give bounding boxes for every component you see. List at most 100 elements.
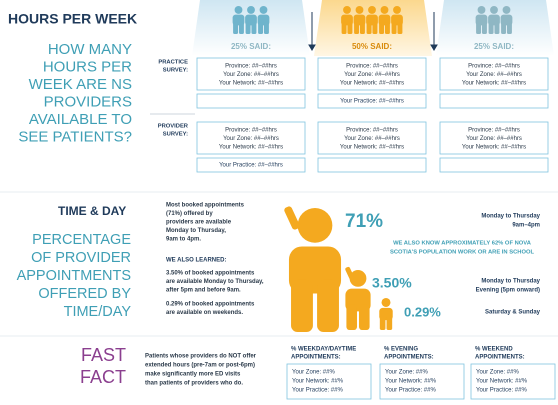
box-line: Your Network: ##% <box>476 379 528 385</box>
survey-line: Your Zone: ##–##hrs <box>344 136 400 142</box>
box-line: Your Practice: ##% <box>476 388 527 394</box>
section-question: AVAILABLE TO <box>29 111 132 128</box>
person-icon-head <box>368 6 376 14</box>
stat-label: Evening (5pm onward) <box>476 288 540 294</box>
survey-line: Your Network: ##–##hrs <box>340 81 404 87</box>
body-text: 3.50% of booked appointments <box>166 271 255 277</box>
section-question: HOW MANY <box>48 41 132 58</box>
box-title: APPOINTMENTS: <box>384 355 434 361</box>
body-text: 9am to 4pm. <box>166 237 201 243</box>
person-icon-leg <box>476 22 481 34</box>
person-icon-leg <box>385 22 390 34</box>
section-question: PROVIDERS <box>44 93 132 110</box>
person-icon-head <box>478 6 486 14</box>
arrow-head <box>309 45 315 50</box>
stat-value: 71% <box>345 211 383 232</box>
person-icon-head <box>382 298 391 307</box>
body-text: providers are available <box>166 220 232 226</box>
person-icon-leg <box>392 22 397 34</box>
survey-line: Your Zone: ##–##hrs <box>466 72 522 78</box>
person-icon-leg <box>251 22 256 34</box>
person-icon-leg <box>233 22 238 34</box>
person-icon-leg <box>489 22 494 34</box>
survey-box <box>318 158 426 172</box>
section-heading: HOURS PER WEEK <box>8 11 137 27</box>
box-title: APPOINTMENTS: <box>291 355 341 361</box>
box-title: % WEEKDAY/DAYTIME <box>291 347 356 353</box>
stat-label: 9am–4pm <box>512 223 540 229</box>
survey-line: Province: ##–##hrs <box>225 64 277 70</box>
section-heading: TIME & DAY <box>58 204 126 218</box>
person-icon-leg <box>372 22 377 34</box>
box-line: Your Zone: ##% <box>292 370 335 376</box>
body-text: (71%) offered by <box>166 211 213 217</box>
stat-value: 3.50% <box>372 275 412 291</box>
survey-label: PROVIDER <box>158 124 189 130</box>
body-text: extended hours (pre-7am or post-6pm) <box>145 363 255 369</box>
box-line: Your Network: ##% <box>292 379 344 385</box>
section-question: OFFERED BY <box>38 286 131 302</box>
column-label: 25% SAID: <box>474 42 514 51</box>
survey-line: Your Zone: ##–##hrs <box>223 72 279 78</box>
survey-line: Province: ##–##hrs <box>346 64 398 70</box>
infographic: HOURS PER WEEK HOW MANYHOURS PERWEEK ARE … <box>0 0 558 405</box>
section-question: PERCENTAGE <box>32 232 131 248</box>
person-icon-leg <box>379 22 384 34</box>
person-icon-leg <box>317 280 339 332</box>
section-question: WEEK ARE NS <box>29 76 132 93</box>
person-icon-head <box>381 6 389 14</box>
practice-line: Your Practice: ##–##hrs <box>219 163 283 169</box>
person-icon-head <box>298 208 333 243</box>
person-icon-head <box>356 6 364 14</box>
stat-note: WE ALSO KNOW APPROXIMATELY 62% OF NOVA <box>393 241 532 247</box>
body-text: Patients whose providers do NOT offer <box>145 354 257 360</box>
survey-box <box>197 94 305 108</box>
survey-label: SURVEY: <box>163 132 188 138</box>
section-question: APPOINTMENTS <box>17 268 131 284</box>
person-icon-leg <box>346 305 357 330</box>
survey-line: Your Zone: ##–##hrs <box>223 136 279 142</box>
column-label: 25% SAID: <box>231 42 271 51</box>
survey-line: Your Network: ##–##hrs <box>462 81 526 87</box>
person-icon-head <box>343 6 351 14</box>
survey-line: Your Zone: ##–##hrs <box>344 72 400 78</box>
person-icon-leg <box>397 22 402 34</box>
survey-line: Your Network: ##–##hrs <box>462 145 526 151</box>
person-icon-head <box>260 6 268 14</box>
section-question: TIME/DAY <box>64 304 132 320</box>
phone-icon <box>283 205 300 230</box>
stat-label: Monday to Thursday <box>481 214 540 220</box>
stat-label: Monday to Thursday <box>481 279 540 285</box>
section-question: OF PROVIDER <box>31 250 131 266</box>
survey-line: Your Network: ##–##hrs <box>340 145 404 151</box>
survey-line: Your Network: ##–##hrs <box>219 145 283 151</box>
box-line: Your Zone: ##% <box>385 370 428 376</box>
fast-fact-heading: FACT <box>80 367 126 387</box>
person-icon-head <box>503 6 511 14</box>
survey-box <box>440 158 548 172</box>
survey-line: Your Network: ##–##hrs <box>219 81 283 87</box>
person-icon-leg <box>482 22 487 34</box>
body-text: 0.29% of booked appointments <box>166 302 255 308</box>
survey-label: SURVEY: <box>163 68 188 74</box>
body-text: Monday to Thursday, <box>166 228 226 234</box>
person-icon-head <box>490 6 498 14</box>
person-icon-leg <box>258 22 263 34</box>
body-text: make significantly more ED visits <box>145 372 241 378</box>
body-text: than patients of providers who do. <box>145 381 243 387</box>
stat-label: Saturday & Sunday <box>485 310 541 316</box>
box-title: % EVENING <box>384 347 418 353</box>
body-text: are available Monday to Thursday, <box>166 279 264 285</box>
survey-line: Your Zone: ##–##hrs <box>466 136 522 142</box>
person-icon-leg <box>501 22 506 34</box>
person-icon-leg <box>246 22 251 34</box>
section-question: HOURS PER <box>43 58 132 75</box>
survey-line: Province: ##–##hrs <box>225 128 277 134</box>
survey-line: Province: ##–##hrs <box>346 128 398 134</box>
person-icon-leg <box>387 317 393 330</box>
survey-line: Province: ##–##hrs <box>468 128 520 134</box>
survey-line: Province: ##–##hrs <box>468 64 520 70</box>
arrow-head <box>431 45 437 50</box>
person-icon-leg <box>359 305 370 330</box>
body-heading: WE ALSO LEARNED: <box>166 258 226 264</box>
